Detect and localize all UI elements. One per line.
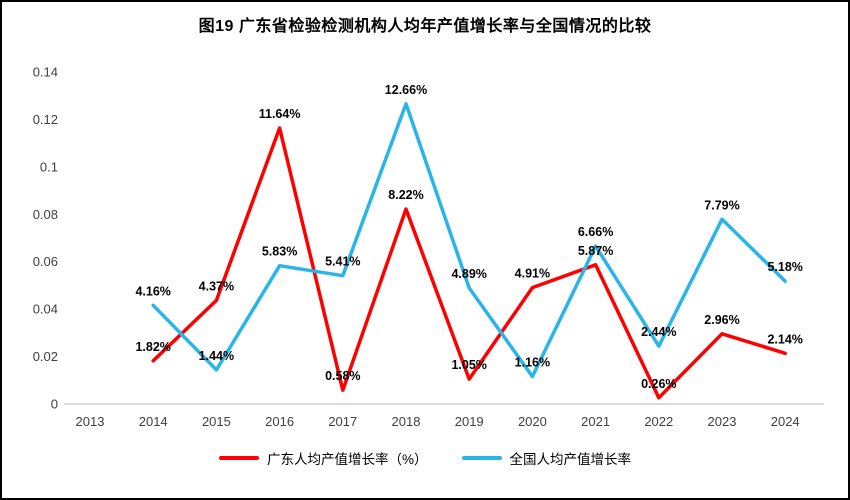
y-axis-tick-label: 0.02	[33, 349, 58, 364]
legend-item-guangdong[interactable]: 广东人均产值增长率（%）	[218, 448, 428, 468]
legend-label-national: 全国人均产值增长率	[509, 452, 632, 467]
x-axis-tick-label: 2016	[265, 414, 294, 429]
data-label: 12.66%	[385, 83, 427, 97]
x-axis-tick-label: 2017	[328, 414, 357, 429]
y-axis-tick-label: 0.12	[33, 112, 58, 127]
data-label: 0.26%	[641, 377, 676, 391]
data-label: 2.14%	[767, 332, 802, 346]
legend-label-guangdong: 广东人均产值增长率（%）	[266, 452, 428, 467]
y-axis-tick-label: 0.04	[33, 302, 58, 317]
legend-item-national[interactable]: 全国人均产值增长率	[461, 448, 632, 468]
data-label: 1.44%	[199, 349, 234, 363]
x-axis-tick-label: 2013	[76, 414, 105, 429]
data-label: 5.18%	[767, 260, 802, 274]
chart-legend: 广东人均产值增长率（%） 全国人均产值增长率	[2, 448, 848, 468]
x-axis-tick-label: 2018	[392, 414, 421, 429]
x-axis-tick-label: 2020	[518, 414, 547, 429]
chart-title: 图19 广东省检验检测机构人均年产值增长率与全国情况的比较	[198, 18, 652, 35]
y-axis-tick-label: 0	[51, 397, 58, 412]
y-axis-tick-label: 0.14	[33, 65, 58, 80]
data-label: 5.87%	[578, 244, 613, 258]
data-label: 2.96%	[704, 313, 739, 327]
data-label: 5.41%	[325, 255, 360, 269]
data-label: 4.37%	[199, 279, 234, 293]
series-line-national	[151, 102, 787, 379]
data-label: 8.22%	[388, 188, 423, 202]
data-label: 2.44%	[641, 325, 676, 339]
x-axis-tick-label: 2019	[455, 414, 484, 429]
series-line-guangdong	[151, 126, 787, 400]
y-axis-tick-label: 0.06	[33, 254, 58, 269]
data-label: 1.82%	[135, 340, 170, 354]
x-axis-tick-label: 2024	[771, 414, 800, 429]
data-label: 6.66%	[578, 225, 613, 239]
legend-swatch-red	[218, 456, 259, 460]
x-axis-tick-label: 2023	[708, 414, 737, 429]
y-axis-tick-label: 0.1	[40, 159, 58, 174]
x-axis-tick-label: 2014	[139, 414, 168, 429]
data-label: 1.16%	[515, 355, 550, 369]
x-axis-tick-label: 2015	[202, 414, 231, 429]
data-label: 7.79%	[704, 198, 739, 212]
y-axis-tick-label: 0.08	[33, 207, 58, 222]
legend-swatch-blue	[461, 456, 502, 460]
x-axis-tick-label: 2022	[644, 414, 673, 429]
data-label: 4.91%	[515, 267, 550, 281]
data-label: 4.16%	[135, 284, 170, 298]
chart-canvas: 0 0.02 0.04 0.06 0.08 0.1 0.12 0.14 2013 2014 2015…	[33, 65, 824, 429]
data-label: 4.89%	[451, 267, 486, 281]
x-axis-tick-label: 2021	[581, 414, 610, 429]
data-label: 5.83%	[262, 245, 297, 259]
data-label: 0.58%	[325, 369, 360, 383]
data-label: 11.64%	[259, 107, 301, 121]
data-label: 1.05%	[451, 358, 486, 372]
